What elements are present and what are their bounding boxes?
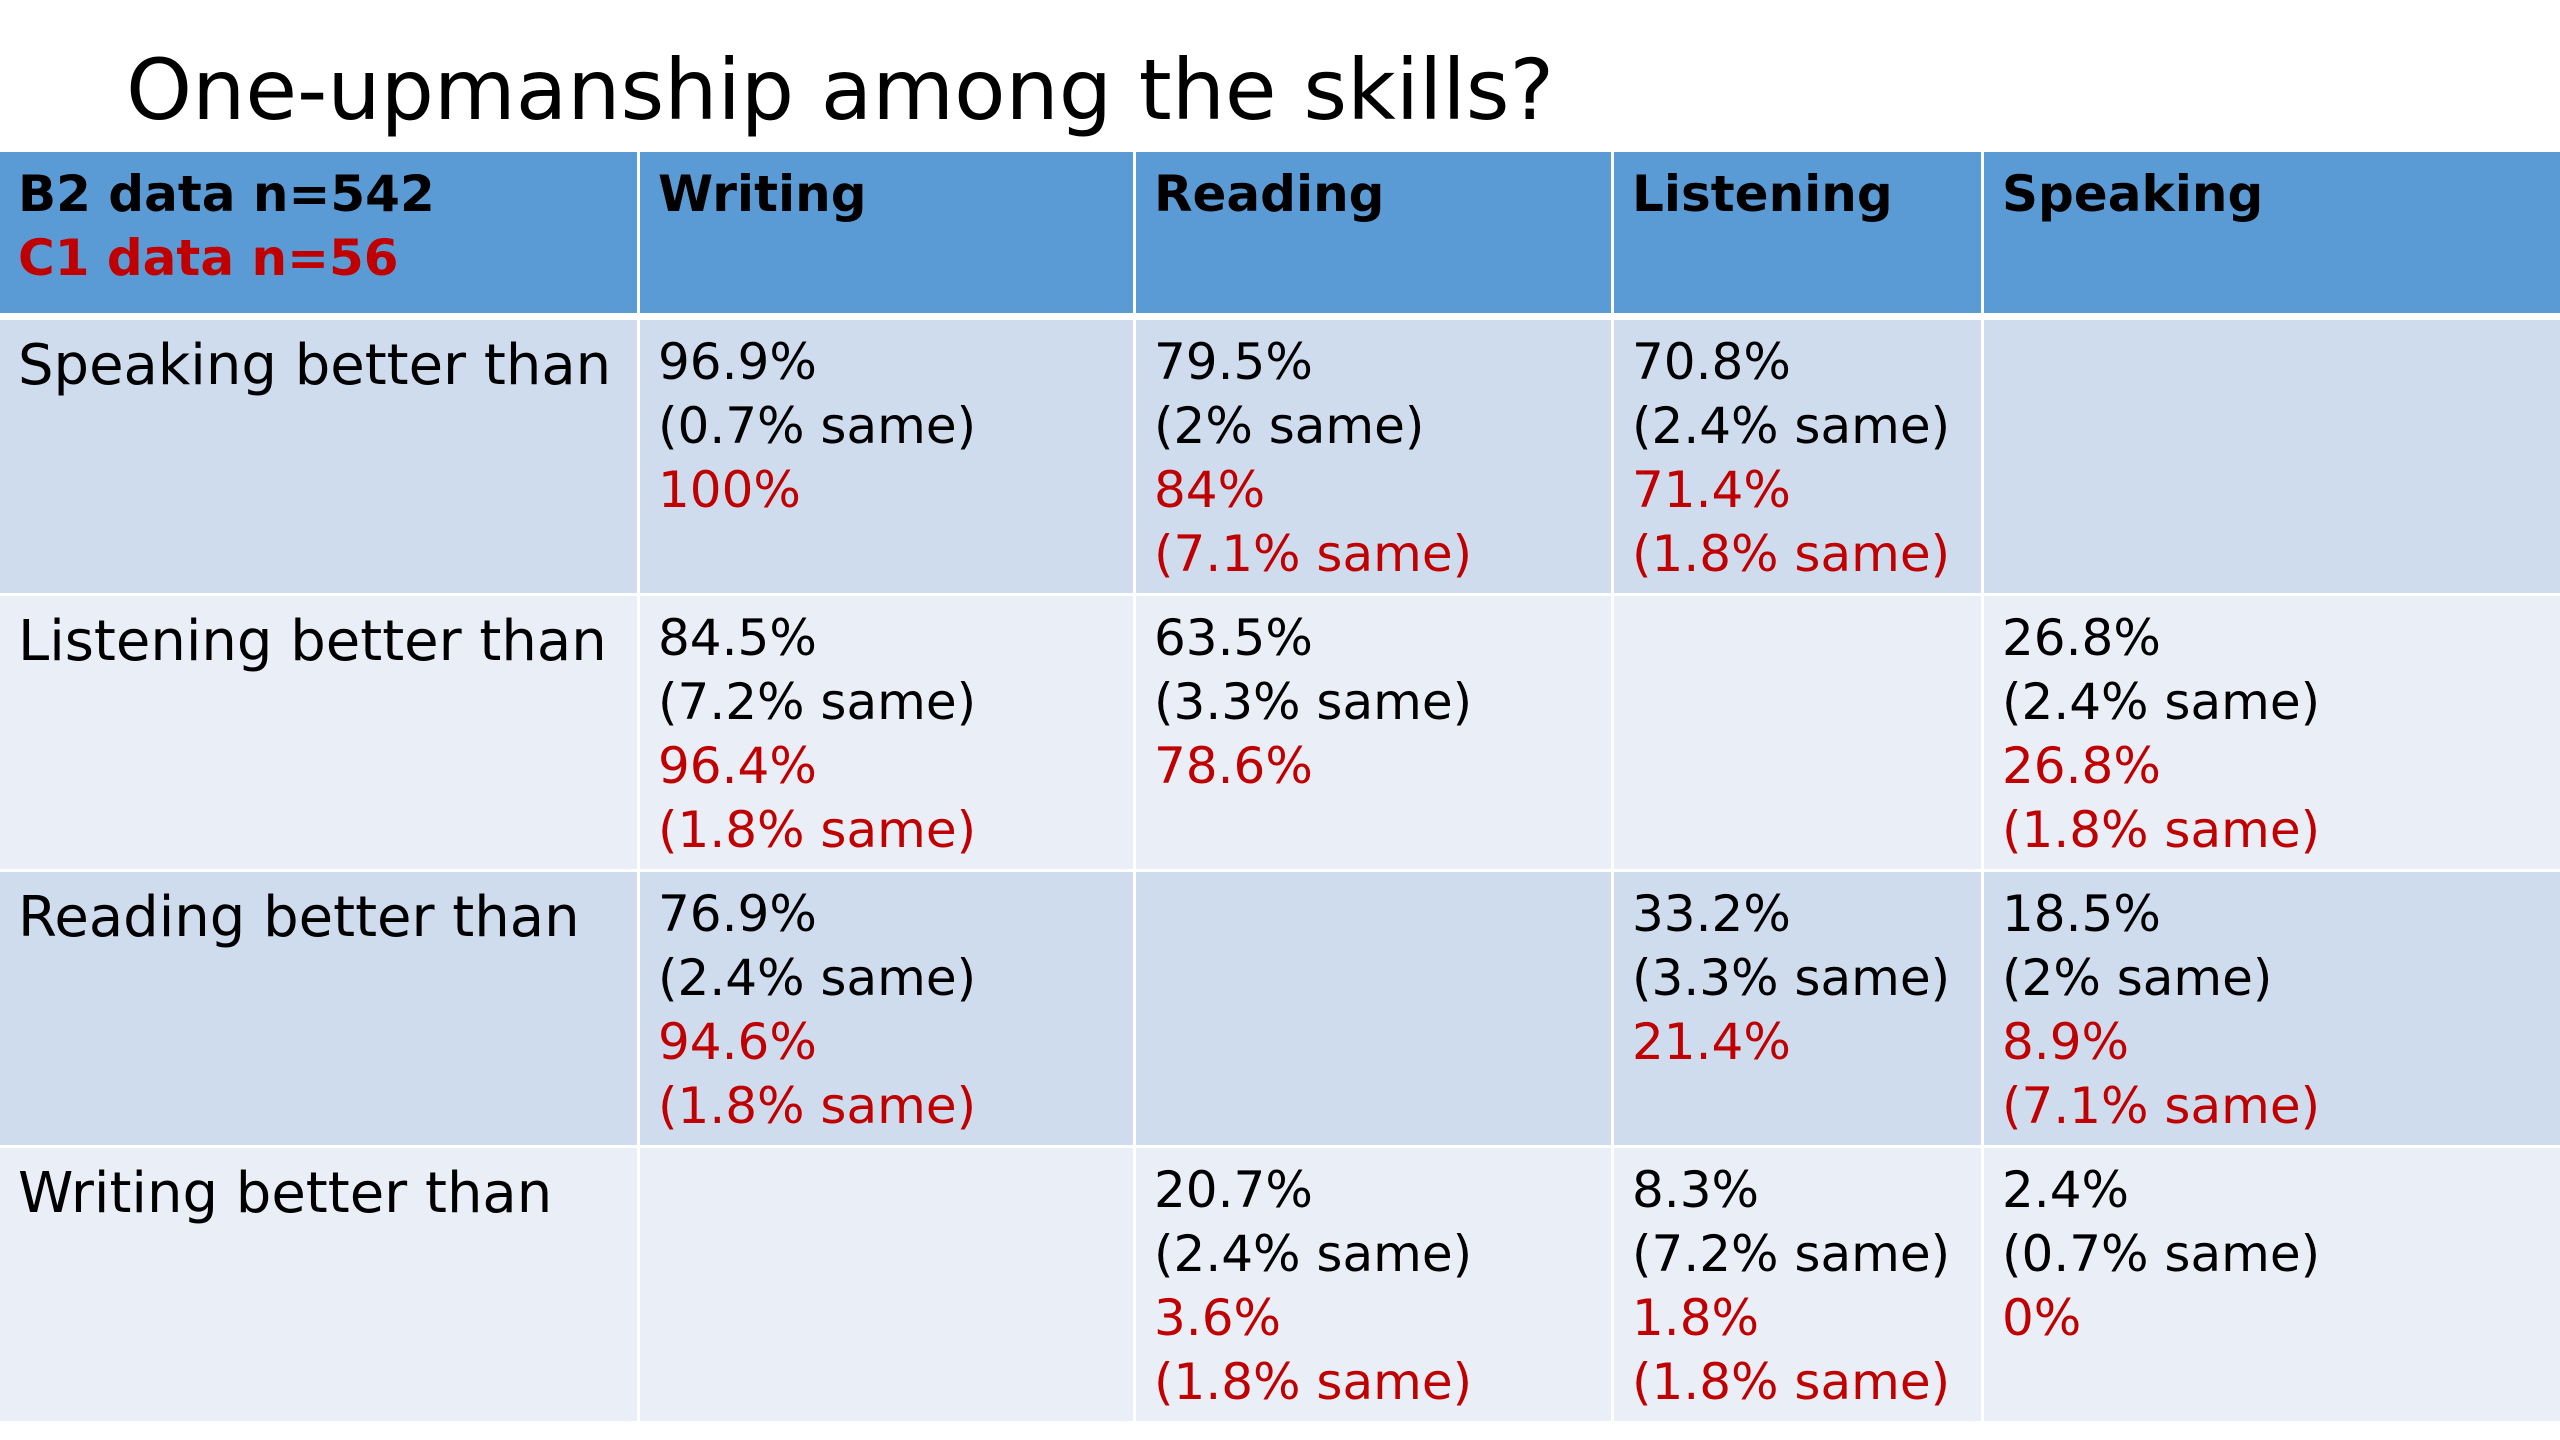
table-row-speaking: Speaking better than 96.9% (0.7% same) 1… (0, 320, 2560, 596)
b2-percentage: 8.3% (1632, 1161, 1760, 1219)
b2-same-percentage: (0.7% same) (658, 397, 977, 455)
c1-same-percentage: (1.8% same) (1154, 1353, 1473, 1411)
b2-same-percentage: (3.3% same) (1632, 949, 1951, 1007)
slide-title: One-upmanship among the skills? (126, 41, 1555, 139)
b2-percentage: 84.5% (658, 609, 817, 667)
b2-percentage: 79.5% (1154, 333, 1313, 391)
table-cell-empty (1614, 596, 1984, 872)
table-row-reading: Reading better than 76.9% (2.4% same) 94… (0, 872, 2560, 1148)
table-cell: 79.5% (2% same) 84% (7.1% same) (1136, 320, 1614, 596)
b2-same-percentage: (2% same) (2002, 949, 2273, 1007)
row-label: Reading better than (0, 872, 640, 1148)
b2-percentage: 18.5% (2002, 885, 2161, 943)
c1-percentage: 78.6% (1154, 737, 1313, 795)
column-header-listening: Listening (1614, 152, 1984, 320)
table-cell: 2.4% (0.7% same) 0% (1984, 1148, 2560, 1424)
table-cell-empty (640, 1148, 1136, 1424)
c1-same-percentage: (7.1% same) (1154, 525, 1473, 583)
table-cell-empty (1984, 320, 2560, 596)
c1-sample-size-label: C1 data n=56 (18, 229, 399, 287)
c1-percentage: 96.4% (658, 737, 817, 795)
c1-same-percentage: (1.8% same) (658, 1077, 977, 1135)
c1-same-percentage: (1.8% same) (1632, 1353, 1951, 1411)
table-cell: 70.8% (2.4% same) 71.4% (1.8% same) (1614, 320, 1984, 596)
b2-same-percentage: (2.4% same) (1154, 1225, 1473, 1283)
b2-same-percentage: (2% same) (1154, 397, 1425, 455)
skills-comparison-table: B2 data n=542 C1 data n=56 Writing Readi… (0, 152, 2560, 1424)
b2-percentage: 26.8% (2002, 609, 2161, 667)
c1-percentage: 71.4% (1632, 461, 1791, 519)
b2-same-percentage: (2.4% same) (2002, 673, 2321, 731)
row-label: Listening better than (0, 596, 640, 872)
b2-same-percentage: (0.7% same) (2002, 1225, 2321, 1283)
b2-percentage: 20.7% (1154, 1161, 1313, 1219)
c1-percentage: 94.6% (658, 1013, 817, 1071)
table-row-listening: Listening better than 84.5% (7.2% same) … (0, 596, 2560, 872)
b2-sample-size-label: B2 data n=542 (18, 165, 435, 223)
table-cell: 8.3% (7.2% same) 1.8% (1.8% same) (1614, 1148, 1984, 1424)
b2-percentage: 76.9% (658, 885, 817, 943)
column-header-writing: Writing (640, 152, 1136, 320)
c1-same-percentage: (1.8% same) (2002, 801, 2321, 859)
table-cell: 18.5% (2% same) 8.9% (7.1% same) (1984, 872, 2560, 1148)
c1-same-percentage: (1.8% same) (1632, 525, 1951, 583)
c1-percentage: 1.8% (1632, 1289, 1760, 1347)
row-label: Writing better than (0, 1148, 640, 1424)
c1-percentage: 8.9% (2002, 1013, 2130, 1071)
table-cell: 76.9% (2.4% same) 94.6% (1.8% same) (640, 872, 1136, 1148)
table-cell: 84.5% (7.2% same) 96.4% (1.8% same) (640, 596, 1136, 872)
c1-percentage: 3.6% (1154, 1289, 1282, 1347)
column-header-reading: Reading (1136, 152, 1614, 320)
row-label: Speaking better than (0, 320, 640, 596)
b2-same-percentage: (7.2% same) (658, 673, 977, 731)
b2-same-percentage: (2.4% same) (658, 949, 977, 1007)
b2-percentage: 2.4% (2002, 1161, 2130, 1219)
b2-same-percentage: (7.2% same) (1632, 1225, 1951, 1283)
b2-percentage: 96.9% (658, 333, 817, 391)
c1-percentage: 0% (2002, 1289, 2082, 1347)
c1-same-percentage: (7.1% same) (2002, 1077, 2321, 1135)
b2-percentage: 70.8% (1632, 333, 1791, 391)
b2-same-percentage: (2.4% same) (1632, 397, 1951, 455)
table-cell: 20.7% (2.4% same) 3.6% (1.8% same) (1136, 1148, 1614, 1424)
table-cell-empty (1136, 872, 1614, 1148)
table-cell: 96.9% (0.7% same) 100% (640, 320, 1136, 596)
c1-percentage: 26.8% (2002, 737, 2161, 795)
c1-percentage: 84% (1154, 461, 1266, 519)
corner-header-cell: B2 data n=542 C1 data n=56 (0, 152, 640, 320)
c1-percentage: 21.4% (1632, 1013, 1791, 1071)
table-header-row: B2 data n=542 C1 data n=56 Writing Readi… (0, 152, 2560, 320)
table-cell: 63.5% (3.3% same) 78.6% (1136, 596, 1614, 872)
b2-same-percentage: (3.3% same) (1154, 673, 1473, 731)
b2-percentage: 63.5% (1154, 609, 1313, 667)
table-cell: 26.8% (2.4% same) 26.8% (1.8% same) (1984, 596, 2560, 872)
table-row-writing: Writing better than 20.7% (2.4% same) 3.… (0, 1148, 2560, 1424)
b2-percentage: 33.2% (1632, 885, 1791, 943)
c1-percentage: 100% (658, 461, 801, 519)
table-cell: 33.2% (3.3% same) 21.4% (1614, 872, 1984, 1148)
c1-same-percentage: (1.8% same) (658, 801, 977, 859)
column-header-speaking: Speaking (1984, 152, 2560, 320)
